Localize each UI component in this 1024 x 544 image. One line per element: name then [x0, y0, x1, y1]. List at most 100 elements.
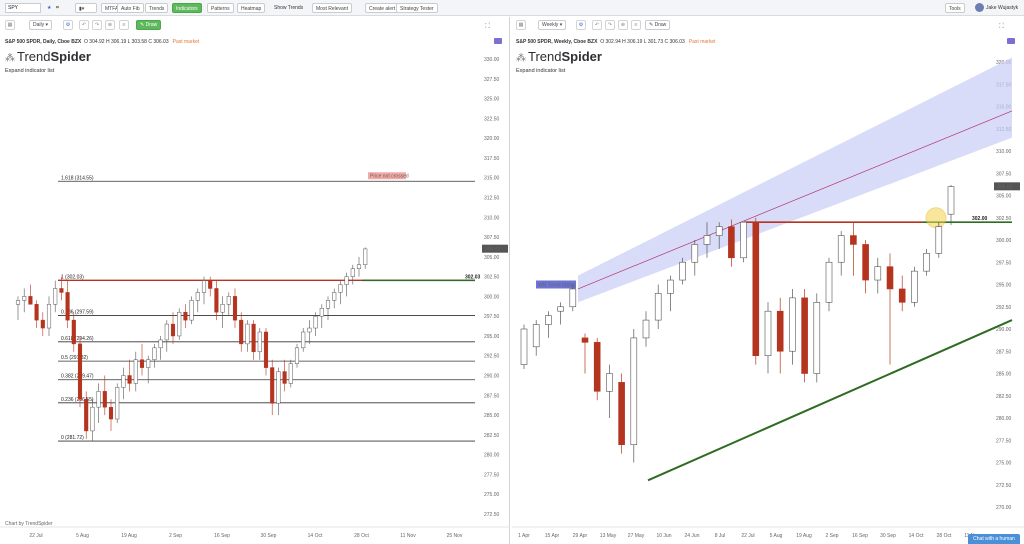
- fib-level-label: 0.382 (289.47): [61, 374, 94, 380]
- candle-body: [569, 288, 577, 308]
- candle-body: [195, 292, 200, 301]
- chat-button[interactable]: Chat with a human: [968, 534, 1020, 544]
- x-axis-tick: 14 Oct: [308, 533, 323, 539]
- candle-body: [764, 310, 772, 357]
- redo-icon[interactable]: ↷: [605, 20, 615, 30]
- x-axis-tick: 27 May: [628, 533, 645, 539]
- y-axis-tick: 310.00: [996, 149, 1012, 155]
- undo-icon[interactable]: ↶: [79, 20, 89, 30]
- avatar[interactable]: [975, 3, 984, 12]
- candle-body: [108, 406, 114, 420]
- fullscreen-icon[interactable]: ⛶: [485, 23, 490, 30]
- timeframe-dropdown[interactable]: Daily ▾: [29, 20, 53, 30]
- chart-type-dropdown[interactable]: ▮▾: [75, 3, 97, 13]
- candle-body: [201, 280, 207, 293]
- candle-body: [935, 226, 943, 254]
- x-axis-tick: 30 Sep: [261, 533, 277, 539]
- y-axis-tick: 305.00: [996, 194, 1012, 200]
- candle-body: [911, 270, 918, 303]
- trendspider-logo: ⁂ TrendSpider: [516, 49, 602, 64]
- compare-icon[interactable]: ≡: [119, 20, 129, 30]
- star-icon[interactable]: ★: [47, 5, 52, 11]
- candle-body: [245, 323, 250, 345]
- candle-body: [121, 375, 126, 388]
- undo-icon[interactable]: ↶: [592, 20, 602, 30]
- x-axis-tick: 10 Jun: [656, 533, 671, 539]
- camera-icon[interactable]: [494, 38, 502, 44]
- candle-body: [46, 304, 52, 329]
- expand-indicator-list-link[interactable]: Expand indicator list: [5, 68, 55, 74]
- fib-level-label: 1 (302.03): [61, 274, 84, 280]
- candle-body: [338, 284, 343, 293]
- y-axis-tick: 272.50: [996, 483, 1012, 489]
- most-relevant-dropdown[interactable]: Most Relevant: [312, 3, 352, 13]
- highlight-circle: [925, 207, 947, 229]
- candle-body: [606, 373, 613, 392]
- candle-body: [77, 343, 83, 400]
- grid-icon[interactable]: ▦: [5, 20, 15, 30]
- left-price-chart[interactable]: 330.00 327.50 325.00 322.50 320.00 317.50 315.…: [0, 17, 510, 544]
- candle-body: [325, 300, 331, 309]
- zoom-icon[interactable]: ⊕: [105, 20, 115, 30]
- candle-body: [728, 226, 735, 259]
- compare-icon[interactable]: ≡: [631, 20, 641, 30]
- candle-body: [251, 323, 256, 353]
- candle-body: [232, 296, 238, 321]
- candle-body: [313, 315, 318, 329]
- candle-body: [34, 304, 39, 321]
- strategy-tester-button[interactable]: Strategy Tester: [396, 3, 438, 13]
- price-tag-bg: [994, 182, 1020, 191]
- create-alert-button[interactable]: Create alert: [365, 3, 400, 13]
- gear-icon[interactable]: ⚙: [576, 20, 586, 30]
- candle-body: [332, 292, 337, 301]
- draw-button[interactable]: ✎ Draw: [645, 20, 671, 30]
- grid-icon[interactable]: ▦: [516, 20, 526, 30]
- price-tag: 306.03: [997, 184, 1013, 190]
- candle-body: [356, 264, 362, 269]
- candle-body: [152, 347, 157, 360]
- user-name[interactable]: Jake Wujastyk: [986, 5, 1019, 11]
- timeframe-dropdown[interactable]: Weekly ▾: [538, 20, 567, 30]
- left-chart-panel: ▦ Daily ▾ ⚙ ↶ ↷ ⊕ ≡ ✎ Draw ⛶ S&P 500 SPD…: [0, 17, 510, 544]
- trends-button[interactable]: Trends: [145, 3, 169, 13]
- candle-body: [164, 323, 169, 341]
- candle-body: [691, 244, 699, 263]
- zoom-icon[interactable]: ⊕: [618, 20, 628, 30]
- expand-indicator-list-link[interactable]: Expand indicator list: [516, 68, 566, 74]
- tools-button[interactable]: Tools: [945, 3, 965, 13]
- candle-body: [667, 279, 674, 294]
- instrument-name: S&P 500 SPDR, Daily, Cboe BZX: [5, 39, 82, 45]
- candle-body: [102, 391, 107, 408]
- y-axis-tick: 297.50: [484, 314, 500, 320]
- candle-body: [239, 319, 244, 345]
- chart-footer: Chart by TrendSpider: [5, 521, 53, 527]
- y-axis-tick: 317.50: [484, 156, 500, 162]
- level-tag: 302.00: [972, 216, 988, 222]
- fullscreen-icon[interactable]: ⛶: [999, 23, 1004, 30]
- y-axis-tick: 290.00: [996, 327, 1012, 333]
- price-tag-bg: [482, 244, 508, 253]
- y-axis-tick: 277.50: [484, 472, 500, 478]
- redo-icon[interactable]: ↷: [92, 20, 102, 30]
- y-axis-tick: 290.00: [484, 374, 500, 380]
- candle-body: [350, 268, 355, 277]
- patterns-button[interactable]: Patterns: [207, 3, 234, 13]
- auto-fib-button[interactable]: Auto Fib: [117, 3, 144, 13]
- heatmap-button[interactable]: Heatmap: [237, 3, 266, 13]
- candle-body: [183, 311, 188, 321]
- timeframe-label: Weekly: [542, 22, 559, 28]
- symbol-input[interactable]: SPY: [5, 3, 41, 13]
- ohlc-readout: O 304.92 H 306.19 L 303.58 C 306.03: [84, 39, 169, 45]
- x-axis-tick: 22 Jul: [741, 533, 754, 539]
- calendar-icon[interactable]: ⌗: [56, 5, 59, 11]
- camera-icon[interactable]: [1007, 38, 1015, 44]
- indicators-button[interactable]: Indicators: [172, 3, 202, 13]
- candle-body: [520, 328, 528, 365]
- candle-body: [53, 288, 58, 305]
- draw-button[interactable]: ✎ Draw: [136, 20, 162, 30]
- x-axis-tick: 2 Sep: [169, 533, 182, 539]
- right-price-chart[interactable]: 320.00317.50315.00312.50310.00307.50305.…: [512, 17, 1024, 544]
- gear-icon[interactable]: ⚙: [63, 20, 73, 30]
- trend-channel: [578, 57, 1012, 303]
- candle-body: [850, 235, 857, 245]
